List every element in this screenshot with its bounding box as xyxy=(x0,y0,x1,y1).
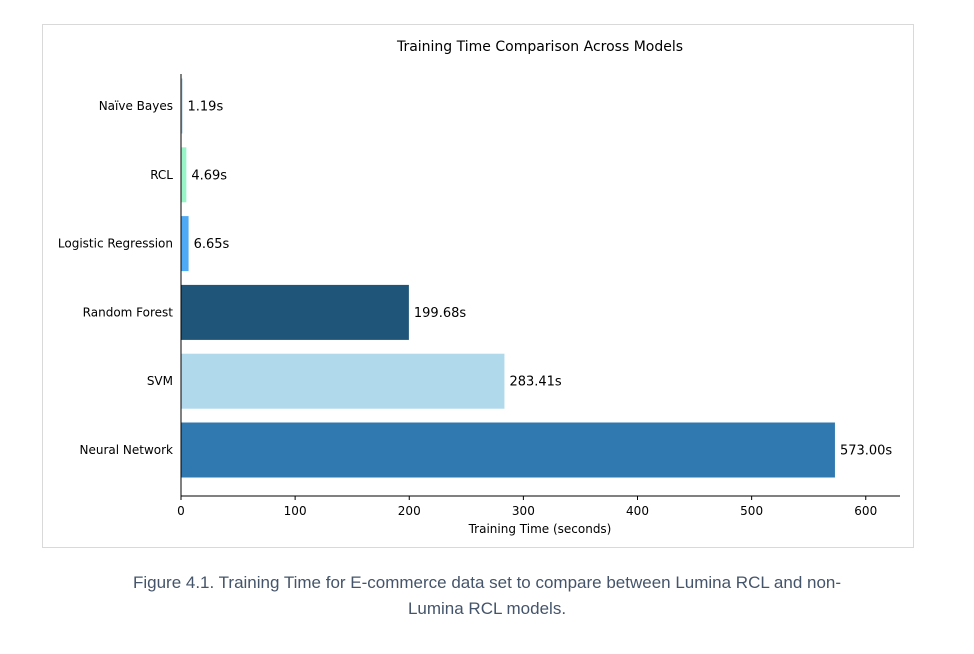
bar-rcl xyxy=(181,147,187,203)
bar-svm xyxy=(181,353,505,409)
value-label: 573.00s xyxy=(840,444,892,459)
x-tick-label: 600 xyxy=(854,504,877,518)
x-axis-label: Training Time (seconds) xyxy=(468,522,612,536)
value-label: 199.68s xyxy=(414,306,466,321)
bar-random-forest xyxy=(181,284,409,340)
figure-caption: Figure 4.1. Training Time for E-commerce… xyxy=(60,570,914,622)
y-tick-label: SVM xyxy=(147,374,173,388)
bar-chart: Training Time Comparison Across Models 1… xyxy=(58,39,900,536)
x-tick-label: 0 xyxy=(177,504,185,518)
y-tick-label: Neural Network xyxy=(79,443,173,457)
value-label: 6.65s xyxy=(194,237,230,252)
bars-layer: 1.19s 4.69s 6.65s 199.68s 283.41s 573.00s xyxy=(181,78,892,478)
y-tick-label: Naïve Bayes xyxy=(99,99,173,113)
y-tick-label: Logistic Regression xyxy=(58,237,173,251)
x-tick-label: 100 xyxy=(284,504,307,518)
chart-title: Training Time Comparison Across Models xyxy=(396,39,683,55)
x-tick-label: 500 xyxy=(740,504,763,518)
y-tick-label: RCL xyxy=(150,168,173,182)
y-tick-label: Random Forest xyxy=(83,305,174,319)
caption-line-1: Figure 4.1. Training Time for E-commerce… xyxy=(132,573,842,592)
x-tick-label: 200 xyxy=(398,504,421,518)
caption-line-2: Lumina RCL models. xyxy=(407,599,567,618)
bar-na-ve-bayes xyxy=(181,78,183,134)
bar-neural-network xyxy=(181,422,835,478)
value-label: 1.19s xyxy=(188,100,224,115)
axis-layer: Naïve Bayes RCL Logistic Regression Random … xyxy=(58,74,900,518)
value-label: 283.41s xyxy=(509,375,561,390)
x-tick-label: 300 xyxy=(512,504,535,518)
x-tick-label: 400 xyxy=(626,504,649,518)
value-label: 4.69s xyxy=(191,168,227,183)
bar-logistic-regression xyxy=(181,216,189,272)
